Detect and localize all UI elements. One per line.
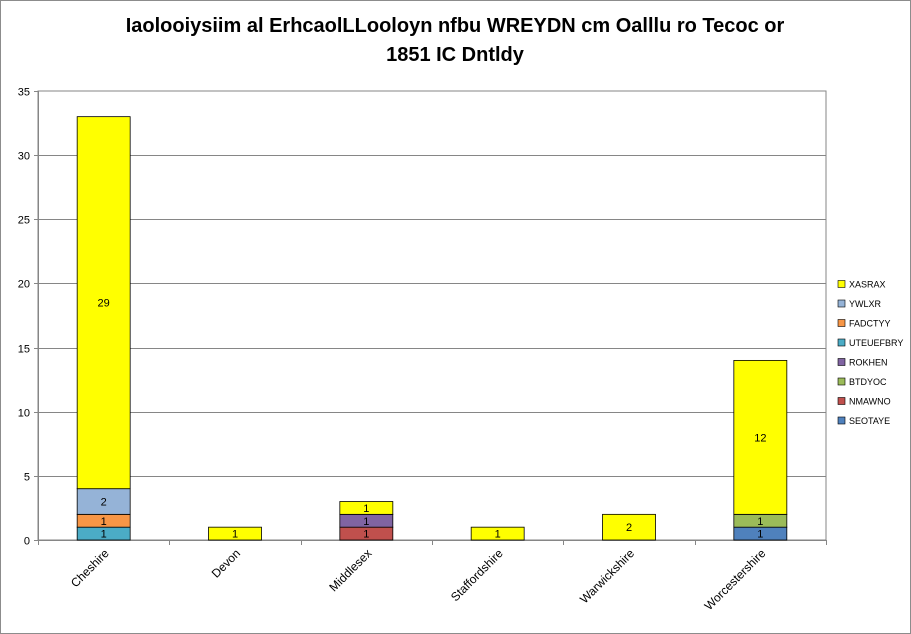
y-tick-label: 10 — [18, 408, 30, 420]
legend-label: FADCTYY — [849, 319, 891, 329]
x-tick-label: Middlesex — [326, 546, 374, 594]
bar-segment — [76, 488, 131, 515]
x-tick-label: Worcestershire — [702, 546, 769, 613]
legend-swatch — [837, 319, 846, 327]
legend-swatch — [837, 397, 846, 405]
y-tick-label: 30 — [18, 151, 30, 163]
bar-segment — [76, 116, 131, 490]
y-tick-label: 0 — [24, 536, 30, 548]
chart-title: Iaolooiysiim al ErhcaolLLooloyn nfbu WRE… — [60, 12, 850, 70]
data-label: 1 — [363, 503, 369, 515]
y-tick-label: 15 — [18, 344, 30, 356]
legend-swatch — [837, 358, 846, 366]
legend-swatch — [837, 416, 846, 425]
data-label: 1 — [101, 516, 107, 528]
legend-swatch — [837, 280, 846, 288]
data-label: 2 — [101, 497, 107, 509]
legend-swatch — [837, 338, 846, 347]
legend-swatch — [837, 299, 846, 308]
data-label: 1 — [757, 516, 763, 528]
x-tick-label: Devon — [209, 546, 243, 580]
data-label: 1 — [363, 529, 369, 541]
legend-label: BTDYOC — [849, 377, 887, 387]
data-label: 2 — [626, 522, 632, 534]
data-label: 1 — [232, 529, 238, 541]
chart-title-line-1: Iaolooiysiim al ErhcaolLLooloyn nfbu WRE… — [125, 15, 785, 37]
legend-label: SEOTAYE — [849, 416, 890, 426]
x-tick-label: Cheshire — [68, 546, 112, 590]
data-label: 29 — [98, 298, 110, 310]
chart-title-line-2: 1851 IC Dntldy — [386, 44, 524, 66]
bar-segment — [733, 359, 788, 515]
data-label: 1 — [757, 529, 763, 541]
plot-area — [37, 90, 827, 541]
x-tick-label: Warwickshire — [577, 546, 637, 606]
data-label: 12 — [754, 432, 766, 444]
bar-segment — [208, 526, 262, 541]
legend-swatch — [837, 377, 846, 386]
legend-label: XASRAX — [849, 280, 886, 290]
legend-label: NMAWNO — [849, 397, 891, 407]
y-tick-label: 25 — [18, 215, 30, 227]
bar-segment — [602, 513, 656, 541]
data-label: 1 — [363, 516, 369, 528]
y-tick-label: 5 — [24, 472, 30, 484]
bar-segment — [339, 501, 394, 515]
y-tick-label: 35 — [18, 87, 30, 99]
legend-label: ROKHEN — [849, 358, 888, 368]
data-label: 1 — [101, 529, 107, 541]
data-label: 1 — [495, 529, 501, 541]
x-tick-label: Staffordshire — [448, 546, 506, 604]
legend-label: UTEUEFBRY — [849, 338, 903, 348]
bar-segment — [470, 526, 525, 541]
y-tick-label: 20 — [18, 279, 30, 291]
legend-label: YWLXR — [849, 299, 882, 309]
